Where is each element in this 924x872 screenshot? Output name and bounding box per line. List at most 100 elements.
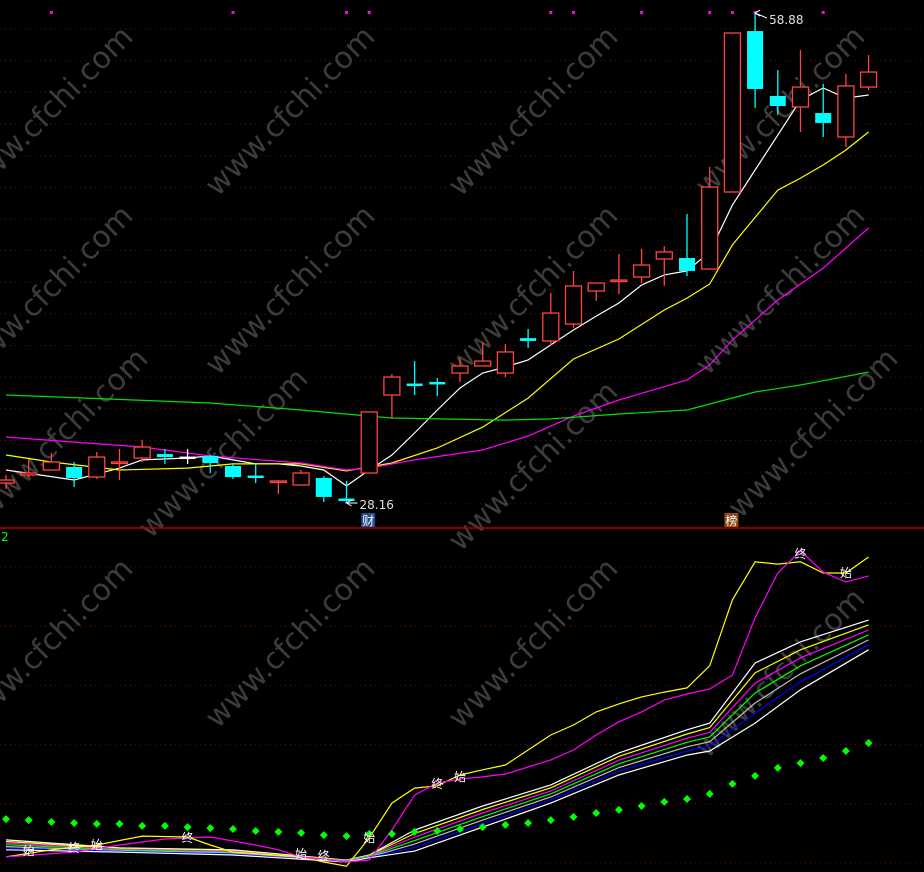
candlestick <box>769 69 786 115</box>
candle-body <box>133 446 151 459</box>
signal-dot <box>456 825 464 834</box>
candle-body <box>520 338 537 341</box>
candlestick <box>723 32 742 193</box>
signal-dot <box>683 794 691 803</box>
candlestick <box>791 50 810 133</box>
signal-dot <box>592 809 601 818</box>
signal-line-1 <box>5 556 869 867</box>
watermark-text: www.cfchi.com <box>0 341 155 525</box>
signal-dot <box>546 816 555 825</box>
candlestick <box>179 448 196 464</box>
event-marker-finance[interactable]: 财 <box>361 513 376 528</box>
top-marker-dot <box>549 11 553 14</box>
annotation-label: 终 <box>431 776 443 791</box>
candle-body <box>587 282 605 292</box>
top-marker-dot <box>708 11 712 14</box>
candlestick <box>338 480 355 503</box>
candle-body <box>610 279 628 283</box>
candlestick <box>451 358 469 382</box>
candlestick <box>542 292 560 345</box>
candle-body <box>66 466 83 478</box>
annotation-label: 始 <box>91 838 103 852</box>
signal-dot <box>274 827 283 836</box>
signal-dot <box>705 789 714 798</box>
low-price-text: 28.16 <box>360 498 394 512</box>
signal-dot <box>47 818 56 826</box>
watermark-text: www.cfchi.com <box>721 341 905 525</box>
candle-body <box>360 411 378 474</box>
candle-body <box>815 113 832 123</box>
candle-body <box>247 475 264 479</box>
candle-body <box>383 376 401 396</box>
signal-dot <box>819 754 828 762</box>
candle-body <box>451 365 469 374</box>
candle-body <box>769 95 786 107</box>
signal-dot <box>70 818 79 827</box>
candle-body <box>0 479 15 484</box>
candle-body <box>156 454 173 458</box>
signal-dot <box>92 819 101 828</box>
signal-dot <box>524 818 533 827</box>
candlestick <box>587 282 605 301</box>
top-marker-dot <box>49 11 53 14</box>
signal-dot <box>433 826 442 835</box>
signal-dot <box>229 825 237 834</box>
candle-body <box>679 258 695 271</box>
signal-dot <box>160 821 169 830</box>
low-arrow-icon <box>344 499 358 507</box>
signal-dot <box>251 826 260 835</box>
signal-dot <box>297 828 306 837</box>
signal-dot <box>183 823 192 832</box>
watermark-text: www.cfchi.com <box>441 374 625 558</box>
candlestick <box>747 13 764 108</box>
high-price-text: 58.88 <box>769 13 803 27</box>
candlestick <box>315 476 332 503</box>
indicator-panel[interactable]: 始终始终始 终始终始终始 <box>2 546 873 867</box>
candle-body <box>859 71 878 88</box>
event-marker-ranking[interactable]: 榜 <box>724 513 739 528</box>
signal-dot <box>501 820 510 829</box>
event-marker-text: 榜 <box>725 513 737 528</box>
candle-body <box>88 456 106 478</box>
annotation-label: 始 <box>840 566 852 580</box>
candlestick <box>406 361 423 396</box>
moving-average-line-4 <box>5 371 869 421</box>
candlestick <box>292 469 310 486</box>
signal-dot <box>410 827 419 836</box>
band-line-7 <box>5 649 869 863</box>
candlestick <box>655 246 673 286</box>
candlestick <box>679 214 695 277</box>
candle-body <box>723 32 742 193</box>
candle-body <box>406 383 423 387</box>
event-marker-bg <box>361 513 376 527</box>
candlestick <box>225 462 241 480</box>
signal-dot <box>319 831 328 840</box>
candlestick <box>20 458 38 478</box>
signal-dot <box>841 746 850 755</box>
candlestick <box>610 254 628 295</box>
watermark-text: www.cfchi.com <box>198 198 382 382</box>
annotation-label: 终 <box>68 840 80 855</box>
signal-dot <box>728 779 737 788</box>
annotation-label: 终 <box>182 830 194 845</box>
candlestick <box>383 373 401 419</box>
candle-body <box>20 472 38 476</box>
candlestick <box>474 342 492 367</box>
signal-dot <box>387 829 396 838</box>
candle-body <box>269 480 288 484</box>
candlestick <box>815 84 832 137</box>
candle-body <box>292 472 310 486</box>
candlestick <box>247 463 264 484</box>
candlestick <box>133 440 151 463</box>
candle-body <box>110 461 129 465</box>
main-price-panel[interactable] <box>0 11 878 503</box>
low-price-label: 28.16 <box>344 498 394 512</box>
candle-body <box>202 455 219 463</box>
candlestick <box>859 54 878 91</box>
candlestick <box>632 248 651 284</box>
watermark-text: www.cfchi.com <box>441 551 625 735</box>
signal-dot <box>206 824 215 833</box>
candlestick <box>202 454 219 474</box>
high-arrow-icon <box>754 9 768 19</box>
